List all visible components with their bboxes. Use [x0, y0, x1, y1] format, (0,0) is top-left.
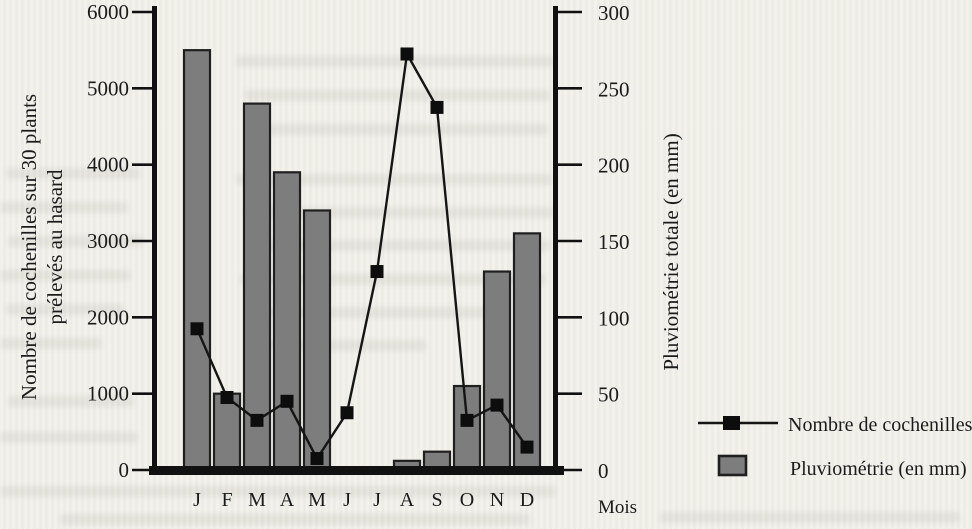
left-tick-label-0: 0	[119, 458, 130, 482]
axes-layer	[132, 6, 582, 475]
marker-10-N	[490, 398, 504, 412]
month-label-2-M: M	[248, 489, 266, 511]
marker-7-A	[400, 47, 414, 61]
marker-8-S	[430, 100, 444, 114]
x-axis-title: Mois	[598, 497, 637, 518]
left-tick-label-2000: 2000	[87, 305, 129, 329]
legend-label-cochenilles: Nombre de cochenilles	[788, 414, 972, 436]
legend-bar-swatch	[717, 454, 748, 477]
bar-0-J	[182, 49, 212, 475]
line-layer	[190, 47, 534, 466]
month-label-3-A: A	[280, 489, 295, 511]
legend: Nombre de cochenilles Pluviométrie (en m…	[698, 414, 972, 480]
bar-2-M	[242, 102, 272, 475]
marker-9-O	[460, 413, 474, 427]
left-tick-label-3000: 3000	[87, 229, 129, 253]
month-label-11-D: D	[520, 489, 534, 511]
left-tick-label-1000: 1000	[87, 382, 129, 406]
right-tick-label-150: 150	[598, 230, 630, 254]
left-axis-title-line2: prélevés au hasard	[43, 169, 67, 325]
marker-11-D	[520, 440, 534, 454]
marker-4-M	[310, 452, 324, 466]
month-label-1-F: F	[221, 489, 232, 511]
tick-labels-layer: 0 1000 2000 3000 4000 5000 6000 0 50 100 150 200 250…	[87, 0, 630, 483]
marker-0-J	[190, 322, 204, 336]
right-tick-label-50: 50	[598, 383, 619, 407]
marker-1-F	[220, 390, 234, 404]
right-tick-label-250: 250	[598, 77, 630, 101]
bar-3-A	[272, 171, 302, 475]
marker-6-J	[370, 265, 384, 279]
right-axis-title: Pluviométrie totale (en mm)	[659, 133, 683, 370]
bar-11-D	[512, 232, 542, 475]
month-label-0-J: J	[193, 489, 201, 511]
legend-line-marker-icon	[723, 416, 740, 430]
left-tick-label-6000: 6000	[87, 0, 129, 24]
month-label-10-N: N	[490, 489, 504, 511]
marker-2-M	[250, 413, 264, 427]
left-axis-title-line1: Nombre de cochenilles sur 30 plants	[17, 94, 41, 400]
right-tick-label-200: 200	[598, 154, 630, 178]
right-tick-label-300: 300	[598, 1, 630, 25]
left-tick-label-4000: 4000	[87, 153, 129, 177]
month-label-9-O: O	[460, 489, 474, 511]
month-label-4-M: M	[308, 489, 326, 511]
legend-label-pluviometrie: Pluviométrie (en mm)	[790, 458, 967, 480]
month-label-5-J: J	[343, 489, 351, 511]
bar-10-N	[482, 270, 512, 475]
month-label-7-A: A	[400, 489, 415, 511]
bar-4-M	[302, 209, 332, 475]
marker-3-A	[280, 394, 294, 408]
right-tick-label-100: 100	[598, 306, 630, 330]
month-label-8-S: S	[431, 489, 442, 511]
left-tick-label-5000: 5000	[87, 76, 129, 100]
right-tick-label-0: 0	[598, 459, 609, 483]
marker-5-J	[340, 406, 354, 420]
bar-9-O	[452, 384, 482, 475]
month-label-6-J: J	[373, 489, 381, 511]
